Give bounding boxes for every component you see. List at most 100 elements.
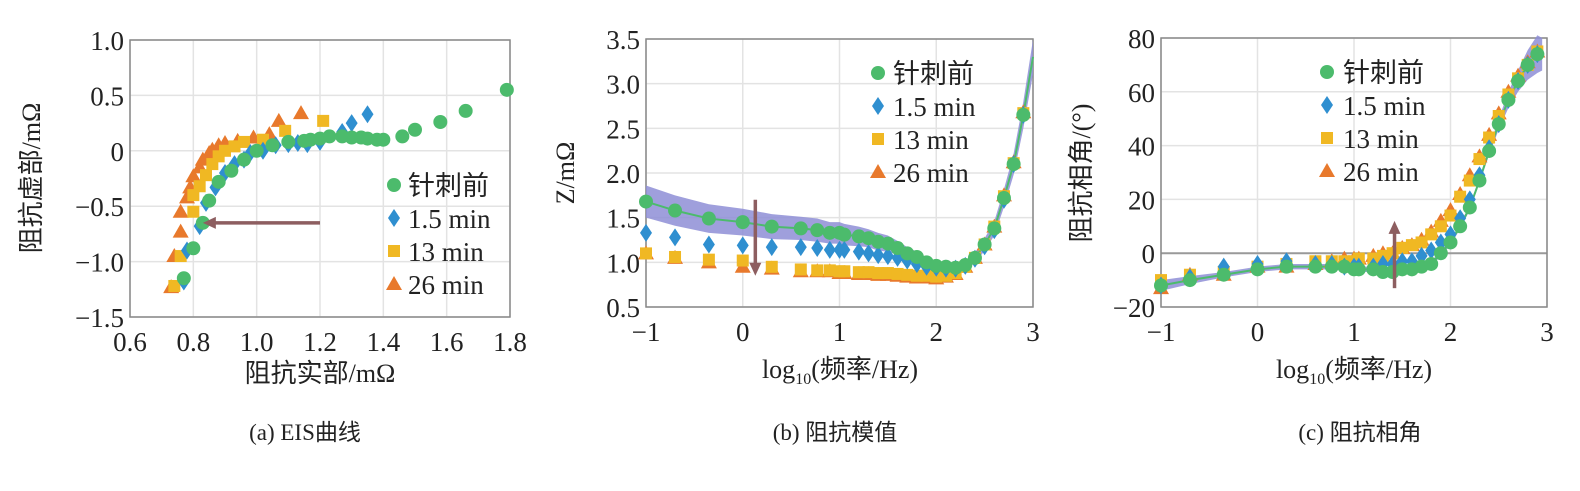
legend-label: 针刺前 — [893, 59, 974, 89]
data-point — [376, 132, 391, 147]
y-tick-label: 20 — [1128, 185, 1155, 215]
data-point — [408, 122, 422, 137]
y-tick-label: 1.0 — [90, 26, 124, 56]
data-point — [293, 105, 309, 120]
plot-frame — [645, 38, 1034, 308]
legend-label: 针刺前 — [1343, 58, 1424, 88]
data-point — [669, 250, 682, 263]
data-point — [1473, 153, 1486, 166]
data-point — [1520, 57, 1535, 72]
arrow-head-icon — [202, 216, 216, 229]
legend-marker-icon — [872, 133, 884, 145]
data-point — [1308, 259, 1323, 274]
y-tick-label: −20 — [1113, 293, 1155, 323]
x-tick-label: 3 — [1540, 317, 1554, 347]
data-point — [168, 279, 181, 292]
legend-label: 13 min — [893, 125, 969, 155]
data-point — [1324, 259, 1339, 274]
legend-label: 1.5 min — [893, 92, 976, 122]
legend-label: 针刺前 — [408, 171, 489, 201]
y-axis-label: 阻抗虚部/mΩ — [17, 103, 46, 254]
data-point — [811, 239, 824, 258]
data-point — [1511, 74, 1526, 89]
data-point — [345, 114, 358, 133]
y-tick-label: 1.0 — [606, 248, 640, 278]
x-tick-label: 1.6 — [430, 327, 464, 357]
data-point — [1250, 262, 1265, 277]
data-point — [1444, 209, 1457, 222]
data-point — [862, 266, 875, 279]
legend-label: 26 min — [408, 270, 484, 300]
data-point — [910, 269, 923, 282]
data-point — [1463, 174, 1476, 187]
x-tick-label: 2 — [930, 317, 944, 347]
x-axis-label: log10(频率/Hz) — [1276, 355, 1432, 388]
data-point — [987, 221, 1002, 236]
data-point — [265, 138, 280, 153]
data-point — [669, 228, 682, 247]
data-point — [317, 114, 330, 127]
data-point — [977, 237, 992, 252]
data-point — [1154, 278, 1168, 293]
data-point — [823, 240, 836, 259]
data-point — [281, 134, 296, 149]
data-point — [187, 205, 200, 218]
data-point — [200, 169, 212, 182]
plot-frame — [1160, 37, 1548, 308]
series-0 — [176, 82, 514, 286]
data-point — [249, 143, 264, 158]
x-tick-label: 0 — [1251, 317, 1265, 347]
legend-label: 26 min — [1343, 157, 1419, 187]
data-point — [279, 124, 292, 137]
data-point — [838, 240, 851, 259]
data-point — [1483, 131, 1496, 144]
data-point — [872, 267, 885, 280]
legend-marker-icon — [386, 276, 402, 290]
legend-label: 13 min — [1343, 124, 1419, 154]
panel-caption: (b) 阻抗模值 — [773, 420, 898, 445]
data-point — [1396, 241, 1409, 254]
data-point — [458, 103, 473, 118]
legend-marker-icon — [872, 97, 884, 115]
data-point — [701, 211, 716, 226]
data-point — [794, 238, 807, 257]
series-1 — [640, 105, 1030, 278]
y-tick-label: 60 — [1128, 78, 1155, 108]
x-tick-label: 1.0 — [240, 327, 274, 357]
data-point — [811, 264, 824, 277]
x-tick-label: 1.8 — [493, 327, 527, 357]
x-tick-label: −1 — [1147, 317, 1176, 347]
data-point — [764, 219, 779, 234]
x-tick-label: 2 — [1444, 317, 1458, 347]
data-point — [958, 258, 973, 273]
data-point — [736, 236, 749, 255]
data-point — [852, 266, 865, 279]
x-tick-label: 1.4 — [366, 327, 400, 357]
legend-label: 26 min — [893, 158, 969, 188]
data-point — [1482, 143, 1497, 158]
x-tick-label: 0.8 — [176, 327, 210, 357]
data-point — [1501, 92, 1516, 107]
data-point — [852, 242, 865, 261]
data-point — [237, 152, 251, 167]
confidence-band — [646, 39, 1033, 273]
legend-marker-icon — [1319, 163, 1335, 177]
data-point — [1491, 117, 1506, 132]
data-point — [270, 112, 287, 127]
legend-marker-icon — [1321, 132, 1333, 144]
data-point — [793, 221, 808, 236]
y-tick-label: 80 — [1128, 24, 1155, 54]
data-point — [322, 129, 337, 144]
y-tick-label: 2.0 — [606, 159, 640, 189]
x-tick-label: 3 — [1026, 317, 1040, 347]
data-point — [1530, 47, 1545, 62]
data-point — [1443, 235, 1458, 250]
data-point — [228, 140, 241, 153]
data-point — [202, 193, 217, 208]
panel-caption: (a) EIS曲线 — [249, 420, 361, 445]
legend-marker-icon — [388, 245, 400, 257]
data-point — [822, 225, 837, 240]
y-tick-label: 1.5 — [606, 204, 640, 234]
plot-frame — [129, 39, 511, 318]
